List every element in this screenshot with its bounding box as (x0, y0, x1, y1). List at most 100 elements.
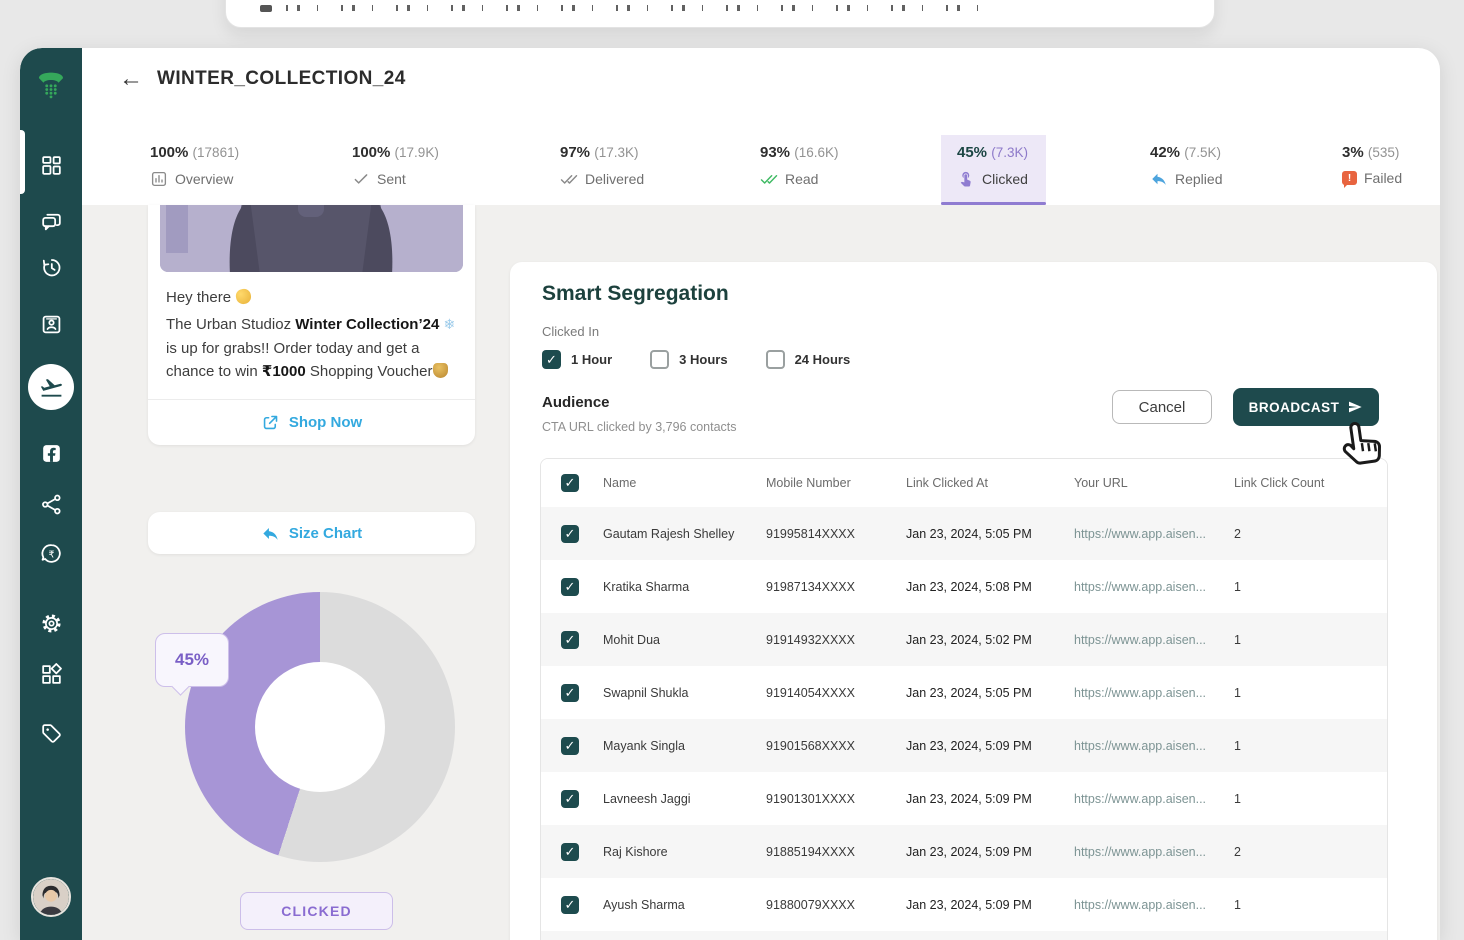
tab-label: Read (760, 170, 838, 188)
cell-mobile: 91995814XXXX (766, 526, 855, 541)
cell-mobile: 91901301XXXX (766, 791, 855, 806)
back-button[interactable]: ← (119, 65, 143, 92)
sidebar-item-contacts[interactable] (20, 309, 82, 339)
clicked-badge: CLICKED (240, 892, 393, 930)
tab-delivered[interactable]: 97% (17.3K) Delivered (560, 135, 644, 205)
tab-read[interactable]: 93% (16.6K) Read (760, 135, 838, 205)
table-row: ✓ Raj Kishore 91885194XXXX Jan 23, 2024,… (541, 825, 1387, 878)
tab-label: Overview (150, 170, 239, 188)
cell-url-link[interactable]: https://www.app.aisen... (1074, 526, 1207, 541)
browser-bar-icon (260, 5, 272, 12)
app-logo-phone-icon (20, 60, 82, 112)
row-checkbox[interactable]: ✓ (561, 577, 579, 596)
cell-clicked-at: Jan 23, 2024, 5:09 PM (906, 897, 1032, 912)
table-row: ✓ Kratika Sharma 91987134XXXX Jan 23, 20… (541, 560, 1387, 613)
sidebar-item-flows[interactable] (20, 489, 82, 519)
cell-name: Raj Kishore (603, 844, 668, 859)
table-row: ✓ Mayank Singla 91901568XXXX Jan 23, 202… (541, 719, 1387, 772)
cancel-button[interactable]: Cancel (1112, 390, 1212, 424)
cell-url-link[interactable]: https://www.app.aisen... (1074, 844, 1207, 859)
cell-url-link[interactable]: https://www.app.aisen... (1074, 897, 1207, 912)
user-avatar[interactable] (31, 877, 71, 917)
sidebar-item-dashboard[interactable] (20, 150, 82, 180)
donut-callout: 45% (155, 633, 229, 687)
reply-blue-icon (261, 524, 280, 543)
sidebar-item-settings[interactable] (20, 608, 82, 638)
cell-name: Lavneesh Jaggi (603, 791, 691, 806)
row-checkbox[interactable]: ✓ (561, 736, 579, 755)
tab-count: (17861) (192, 145, 240, 160)
cell-clicked-at: Jan 23, 2024, 5:02 PM (906, 632, 1032, 647)
tab-replied[interactable]: 42% (7.5K) Replied (1150, 135, 1222, 205)
sidebar-item-broadcast[interactable] (20, 364, 82, 410)
cell-mobile: 91880079XXXX (766, 897, 855, 912)
clicked-in-option-3-hours[interactable]: 3 Hours (650, 350, 728, 369)
tab-percentage: 100% (17.9K) (352, 144, 439, 161)
tab-count: (7.5K) (1184, 145, 1221, 160)
table-row: ✓ Swapnil Shukla 91914054XXXX Jan 23, 20… (541, 666, 1387, 719)
tab-clicked[interactable]: 45% (7.3K) Clicked (941, 135, 1046, 205)
tab-count: (535) (1367, 145, 1400, 160)
cell-click-count: 1 (1234, 738, 1241, 753)
row-checkbox[interactable]: ✓ (561, 683, 579, 702)
send-icon (1349, 401, 1363, 413)
row-checkbox[interactable]: ✓ (561, 630, 579, 649)
tab-sent[interactable]: 100% (17.9K) Sent (352, 135, 439, 205)
sidebar-item-integrations[interactable] (20, 659, 82, 689)
sidebar-item-payments[interactable]: ₹ (20, 538, 82, 568)
cell-name: Kratika Sharma (603, 579, 690, 594)
external-link-icon (261, 413, 280, 432)
sidebar-item-tags[interactable] (20, 718, 82, 748)
row-checkbox[interactable]: ✓ (561, 789, 579, 808)
tab-percentage: 3% (535) (1342, 144, 1400, 161)
donut-hole (255, 662, 385, 792)
moneybag-emoji (433, 362, 449, 378)
broadcast-button[interactable]: BROADCAST (1233, 388, 1379, 426)
cell-click-count: 1 (1234, 791, 1241, 806)
row-checkbox[interactable]: ✓ (561, 842, 579, 861)
column-header: Name (603, 476, 637, 490)
table-row: ✓ Mohit Dua 91914932XXXX Jan 23, 2024, 5… (541, 613, 1387, 666)
checkbox[interactable]: ✓ (542, 350, 561, 369)
row-checkbox[interactable]: ✓ (561, 524, 579, 543)
check-double-green-icon (760, 170, 778, 188)
row-checkbox[interactable]: ✓ (561, 895, 579, 914)
cell-url-link[interactable]: https://www.app.aisen... (1074, 685, 1207, 700)
cell-click-count: 2 (1234, 526, 1241, 541)
tab-overview[interactable]: 100% (17861) Overview (150, 135, 239, 205)
tab-percentage: 93% (16.6K) (760, 144, 839, 161)
option-label: 1 Hour (571, 352, 613, 367)
cell-url-link[interactable]: https://www.app.aisen... (1074, 791, 1207, 806)
cell-clicked-at: Jan 23, 2024, 5:09 PM (906, 844, 1032, 859)
cell-url-link[interactable]: https://www.app.aisen... (1074, 738, 1207, 753)
option-label: 3 Hours (679, 352, 728, 367)
size-chart-button[interactable]: Size Chart (148, 512, 475, 554)
checkbox[interactable] (765, 350, 785, 369)
table-row: ✓ Gautam Rajesh Shelley 91995814XXXX Jan… (541, 507, 1387, 560)
check-double-gray-icon (560, 170, 578, 188)
cell-mobile: 91987134XXXX (766, 579, 855, 594)
cell-click-count: 1 (1234, 579, 1241, 594)
cell-name: Mohit Dua (603, 632, 660, 647)
select-all-checkbox[interactable]: ✓ (561, 474, 579, 492)
cell-name: Swapnil Shukla (603, 685, 689, 700)
column-header: Your URL (1074, 476, 1128, 490)
tab-label: Delivered (560, 170, 644, 188)
cell-url-link[interactable]: https://www.app.aisen... (1074, 632, 1207, 647)
cell-url-link[interactable]: https://www.app.aisen... (1074, 579, 1207, 594)
cell-name: Gautam Rajesh Shelley (603, 526, 735, 541)
tab-failed[interactable]: 3% (535) ! Failed (1342, 135, 1402, 205)
panel-title: Smart Segregation (542, 282, 729, 305)
cell-clicked-at: Jan 23, 2024, 5:09 PM (906, 791, 1032, 806)
shop-now-button[interactable]: Shop Now (148, 399, 475, 445)
clicked-in-option-1-hour[interactable]: ✓ 1 Hour (542, 350, 612, 369)
svg-text:₹: ₹ (48, 549, 54, 560)
clicked-in-option-24-hours[interactable]: 24 Hours (765, 350, 850, 369)
sidebar-item-facebook[interactable] (20, 438, 82, 468)
table-row: ✓ Ayush Sharma 91880079XXXX Jan 23, 2024… (541, 878, 1387, 931)
sidebar-item-history[interactable] (20, 252, 82, 282)
checkbox[interactable] (650, 350, 670, 369)
cell-clicked-at: Jan 23, 2024, 5:05 PM (906, 526, 1032, 541)
sidebar-item-chats[interactable] (20, 206, 82, 236)
